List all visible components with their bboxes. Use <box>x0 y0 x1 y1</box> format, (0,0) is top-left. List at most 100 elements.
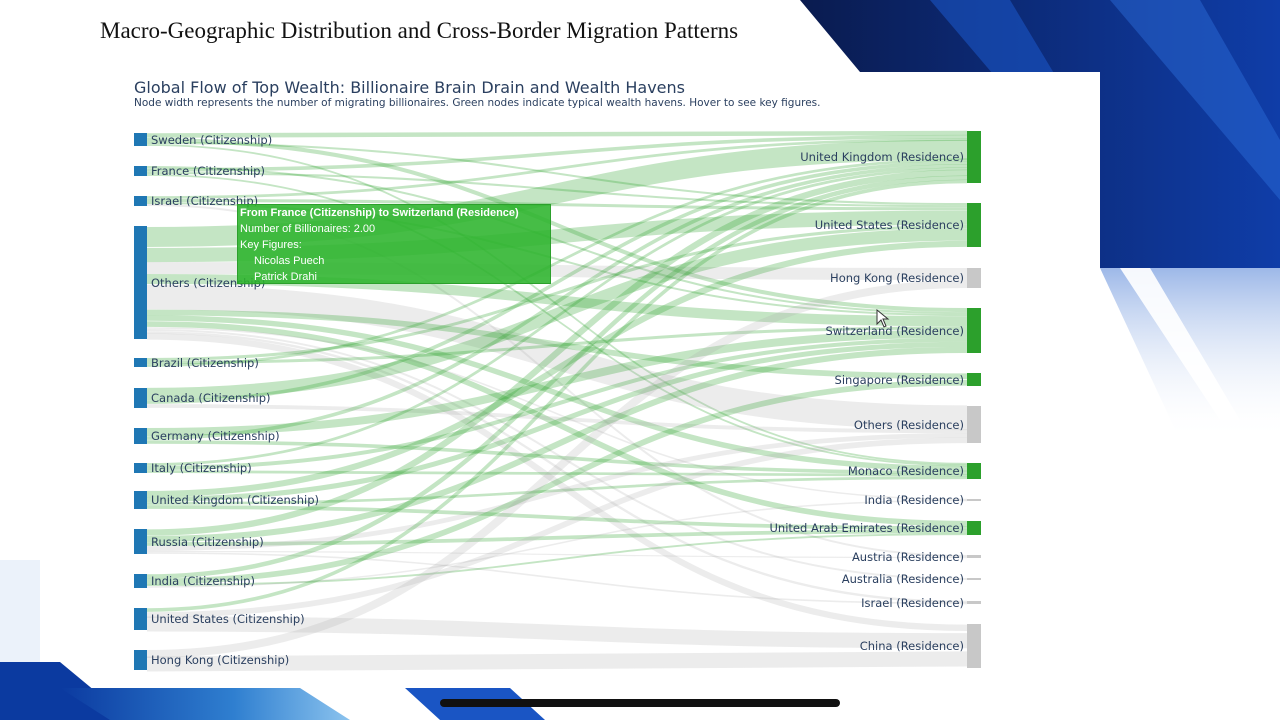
target-node[interactable] <box>967 406 981 443</box>
sankey-link[interactable] <box>146 165 968 315</box>
source-node[interactable] <box>134 226 147 339</box>
sankey-link[interactable] <box>146 329 968 580</box>
source-node-label: Russia (Citizenship) <box>151 534 264 549</box>
source-node-label: Hong Kong (Citizenship) <box>151 653 290 667</box>
target-node-label: United Arab Emirates (Residence) <box>769 521 964 535</box>
tooltip-value: Number of Billionaires: 2.00 <box>240 223 376 235</box>
sankey-link[interactable] <box>146 228 968 401</box>
target-node[interactable] <box>967 499 981 501</box>
sankey-link[interactable] <box>146 437 968 618</box>
target-node-label: Monaco (Residence) <box>847 464 964 478</box>
source-node-label: Sweden (Citizenship) <box>151 132 273 147</box>
sankey-link[interactable] <box>146 309 968 380</box>
sankey-link[interactable] <box>146 240 968 498</box>
source-node[interactable] <box>134 166 147 176</box>
chart-subtitle: Node width represents the number of migr… <box>134 97 821 109</box>
sankey-link[interactable] <box>146 346 968 543</box>
target-node[interactable] <box>967 268 981 288</box>
sankey-link[interactable] <box>146 529 968 546</box>
target-node[interactable] <box>967 373 981 386</box>
tooltip-title: From France (Citizenship) to Switzerland… <box>240 207 519 219</box>
sankey-link[interactable] <box>146 533 968 586</box>
sankey-link[interactable] <box>146 175 968 579</box>
sankey-links[interactable] <box>146 130 968 672</box>
target-node-label: United Kingdom (Residence) <box>800 150 964 164</box>
sankey-link[interactable] <box>146 651 968 672</box>
target-node[interactable] <box>967 463 981 479</box>
sankey-link[interactable] <box>146 331 968 604</box>
source-node[interactable] <box>134 196 147 206</box>
source-node[interactable] <box>134 574 147 588</box>
sankey-link[interactable] <box>146 169 968 536</box>
source-node-label: United States (Citizenship) <box>151 612 305 626</box>
sankey-link[interactable] <box>146 138 968 199</box>
sankey-link[interactable] <box>146 470 968 477</box>
sankey-link[interactable] <box>146 341 968 503</box>
sankey-link[interactable] <box>146 440 968 475</box>
sankey-link[interactable] <box>146 174 968 467</box>
sankey-link[interactable] <box>146 141 968 206</box>
source-node[interactable] <box>134 358 147 367</box>
sankey-link[interactable] <box>146 499 968 588</box>
sankey-link[interactable] <box>146 337 968 471</box>
source-node[interactable] <box>134 463 147 473</box>
target-node-label: Switzerland (Residence) <box>825 323 964 338</box>
target-node[interactable] <box>967 624 981 668</box>
source-node-label: Israel (Citizenship) <box>151 194 259 208</box>
sankey-link[interactable] <box>146 167 968 466</box>
source-node-label: France (Citizenship) <box>151 164 265 178</box>
sankey-link[interactable] <box>146 327 968 501</box>
sankey-link[interactable] <box>146 164 968 440</box>
sankey-link[interactable] <box>146 333 968 631</box>
sankey-link[interactable] <box>146 134 968 172</box>
source-node[interactable] <box>134 428 147 444</box>
sankey-link[interactable] <box>146 137 968 313</box>
source-node[interactable] <box>134 133 147 146</box>
sankey-link[interactable] <box>146 476 968 505</box>
target-node-label: India (Residence) <box>864 493 964 507</box>
sankey-link[interactable] <box>146 552 968 605</box>
target-node-label: Australia (Residence) <box>841 572 964 586</box>
sankey-link[interactable] <box>146 225 968 362</box>
target-node[interactable] <box>967 308 981 353</box>
target-node[interactable] <box>967 131 981 183</box>
sankey-link[interactable] <box>146 329 968 437</box>
sankey-link[interactable] <box>146 280 968 658</box>
sankey-link[interactable] <box>146 284 968 431</box>
sankey-link[interactable] <box>146 432 968 551</box>
source-node-label: United Kingdom (Citizenship) <box>151 493 320 507</box>
sankey-link[interactable] <box>146 616 968 649</box>
target-node-label: United States (Residence) <box>814 218 964 232</box>
target-node[interactable] <box>967 521 981 535</box>
target-node[interactable] <box>967 578 981 580</box>
sankey-link[interactable] <box>146 160 968 404</box>
sankey-link[interactable] <box>146 315 968 472</box>
source-node-label: Italy (Citizenship) <box>151 461 252 475</box>
sankey-link[interactable] <box>146 171 968 208</box>
sankey-link[interactable] <box>146 158 968 367</box>
chart-title: Global Flow of Top Wealth: Billionaire B… <box>134 78 685 97</box>
source-node[interactable] <box>134 388 147 408</box>
sankey-link[interactable] <box>146 379 968 585</box>
sankey-link[interactable] <box>146 144 968 465</box>
home-indicator[interactable] <box>440 699 840 707</box>
source-node[interactable] <box>134 529 147 554</box>
sankey-link[interactable] <box>146 130 968 138</box>
sankey-link[interactable] <box>146 179 968 612</box>
source-node[interactable] <box>134 491 147 509</box>
target-node[interactable] <box>967 203 981 247</box>
sankey-link[interactable] <box>146 321 968 527</box>
target-node[interactable] <box>967 555 981 558</box>
source-node-label: Germany (Citizenship) <box>151 429 280 443</box>
sankey-link[interactable] <box>146 326 968 365</box>
source-node[interactable] <box>134 650 147 670</box>
sankey-link[interactable] <box>146 505 968 530</box>
target-node-label: Israel (Residence) <box>861 595 964 610</box>
sankey-link[interactable] <box>146 198 968 211</box>
chart-card <box>117 72 1100 688</box>
sankey-link[interactable] <box>146 550 968 559</box>
target-node[interactable] <box>967 601 981 604</box>
source-node[interactable] <box>134 608 147 630</box>
sankey-link[interactable] <box>146 404 968 434</box>
